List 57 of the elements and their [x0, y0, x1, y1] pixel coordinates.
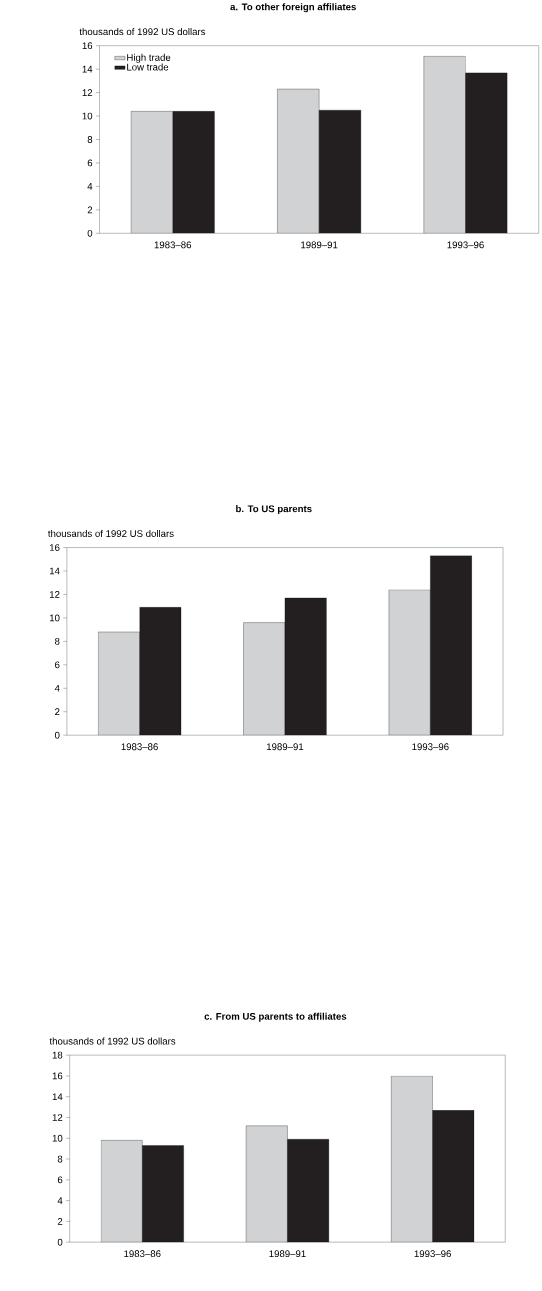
x-tick-label: 1993–96 [414, 1250, 451, 1258]
bar [139, 607, 182, 736]
bar [284, 597, 327, 736]
y-tick-label: 8 [57, 1155, 63, 1163]
y-tick-label: 14 [50, 567, 60, 575]
bar [430, 555, 472, 736]
y-tick-label: 6 [57, 1176, 63, 1184]
y-tick-label: 6 [87, 159, 93, 167]
y-axis-title: thousands of 1992 US dollars [49, 1037, 176, 1045]
y-tick-label: 4 [54, 684, 60, 692]
legend-label: High trade [127, 53, 171, 63]
x-tick-label: 1983–86 [124, 1250, 161, 1258]
bar [142, 1145, 184, 1243]
x-tick-label: 1993–96 [412, 743, 449, 751]
y-tick-label: 10 [52, 1134, 63, 1142]
y-tick-label: 2 [55, 708, 60, 716]
x-tick-label: 1989–91 [267, 743, 304, 751]
y-tick-label: 10 [82, 112, 93, 120]
y-tick-label: 16 [52, 1072, 63, 1080]
y-tick-label: 16 [82, 42, 93, 50]
y-tick-label: 12 [50, 591, 60, 598]
x-tick-label: 1989–91 [301, 241, 338, 249]
y-axis-title: thousands of 1992 US dollars [48, 529, 174, 537]
bar [130, 111, 173, 234]
y-tick-label: 4 [87, 183, 93, 190]
y-tick-label: 14 [82, 65, 93, 73]
y-axis-title: thousands of 1992 US dollars [79, 28, 206, 36]
y-tick-label: 6 [55, 661, 60, 669]
bar [432, 1110, 475, 1243]
y-tick-label: 12 [82, 89, 93, 96]
bar [319, 110, 362, 234]
x-tick-label: 1983–86 [154, 241, 192, 249]
x-tick-label: 1983–86 [121, 743, 158, 751]
x-tick-label: 1993–96 [447, 241, 484, 249]
y-tick-label: 0 [87, 229, 93, 237]
bar [465, 72, 508, 234]
chart-title: b. To US parents [236, 505, 312, 515]
bar [172, 111, 215, 234]
y-tick-label: 12 [52, 1114, 63, 1121]
y-tick-label: 10 [50, 614, 60, 622]
y-tick-label: 2 [87, 206, 93, 214]
chart-title: a. To other foreign affiliates [230, 3, 356, 13]
bar [287, 1139, 330, 1243]
y-tick-label: 18 [52, 1051, 63, 1059]
y-tick-label: 0 [54, 731, 60, 739]
bar [98, 631, 140, 736]
y-tick-label: 16 [50, 544, 60, 551]
legend-label: Low trade [127, 63, 169, 71]
y-tick-label: 0 [57, 1238, 63, 1246]
bar [277, 88, 320, 234]
y-tick-label: 4 [57, 1197, 63, 1204]
chart-title: c. From US parents to affiliates [204, 1012, 347, 1022]
y-tick-label: 2 [57, 1218, 63, 1225]
y-tick-label: 14 [52, 1093, 63, 1101]
y-tick-label: 8 [87, 136, 93, 143]
y-tick-label: 8 [55, 637, 60, 645]
x-tick-label: 1989–91 [269, 1250, 306, 1258]
